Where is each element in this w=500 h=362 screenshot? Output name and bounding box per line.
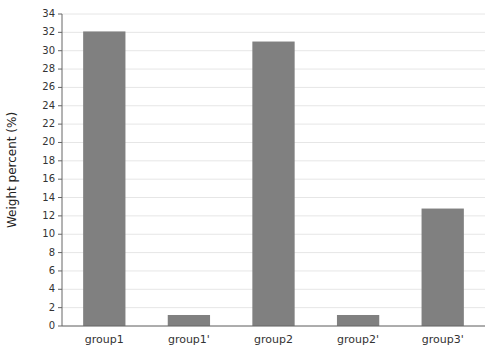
grid-line — [62, 14, 485, 15]
y-tick — [58, 124, 62, 125]
y-tick-label: 6 — [49, 265, 55, 276]
y-tick-label: 22 — [42, 118, 55, 129]
y-tick-label: 4 — [49, 283, 55, 294]
y-tick — [58, 197, 62, 198]
x-tick-label: group3' — [422, 333, 464, 346]
y-tick-label: 34 — [42, 8, 55, 19]
y-tick — [58, 105, 62, 106]
bar — [83, 31, 125, 326]
x-tick-label: group2' — [337, 333, 379, 346]
y-tick — [58, 326, 62, 327]
y-tick-label: 28 — [42, 63, 55, 74]
y-tick — [58, 32, 62, 33]
y-tick-label: 26 — [42, 81, 55, 92]
y-tick — [58, 50, 62, 51]
x-tick-label: group1' — [168, 333, 210, 346]
bar — [252, 42, 294, 326]
x-axis: group1 group1' group2 group2' group3' — [85, 333, 464, 346]
y-tick — [58, 87, 62, 88]
y-tick-label: 30 — [42, 45, 55, 56]
y-tick-label: 10 — [42, 228, 55, 239]
y-tick — [58, 142, 62, 143]
y-tick — [58, 179, 62, 180]
y-tick-label: 24 — [42, 100, 55, 111]
grid-line — [62, 326, 485, 327]
x-tick-label: group1 — [85, 333, 124, 346]
chart: 0246810121416182022242628303234group1gro… — [0, 0, 500, 362]
y-tick-label: 8 — [49, 247, 55, 258]
y-tick — [58, 270, 62, 271]
x-tick-label: group2 — [254, 333, 293, 346]
y-tick — [58, 215, 62, 216]
bar — [168, 315, 210, 326]
y-axis: 0246810121416182022242628303234 — [42, 8, 485, 331]
y-tick-label: 12 — [42, 210, 55, 221]
y-axis-line — [62, 14, 63, 326]
y-tick — [58, 289, 62, 290]
y-tick-label: 14 — [42, 192, 55, 203]
bar — [337, 315, 379, 326]
y-tick-label: 32 — [42, 26, 55, 37]
x-axis-line — [62, 326, 485, 327]
y-tick — [58, 234, 62, 235]
y-tick — [58, 307, 62, 308]
chart-container: 0246810121416182022242628303234group1gro… — [0, 0, 500, 362]
y-tick — [58, 252, 62, 253]
y-tick — [58, 69, 62, 70]
y-tick — [58, 160, 62, 161]
y-tick-label: 16 — [42, 173, 55, 184]
y-tick-label: 20 — [42, 136, 55, 147]
y-tick-label: 18 — [42, 155, 55, 166]
y-tick-label: 2 — [49, 302, 55, 313]
bar — [422, 209, 464, 326]
y-tick — [58, 14, 62, 15]
bars — [83, 31, 464, 326]
y-tick-label: 0 — [49, 320, 55, 331]
y-axis-label: Weight percent (%) — [5, 112, 19, 228]
